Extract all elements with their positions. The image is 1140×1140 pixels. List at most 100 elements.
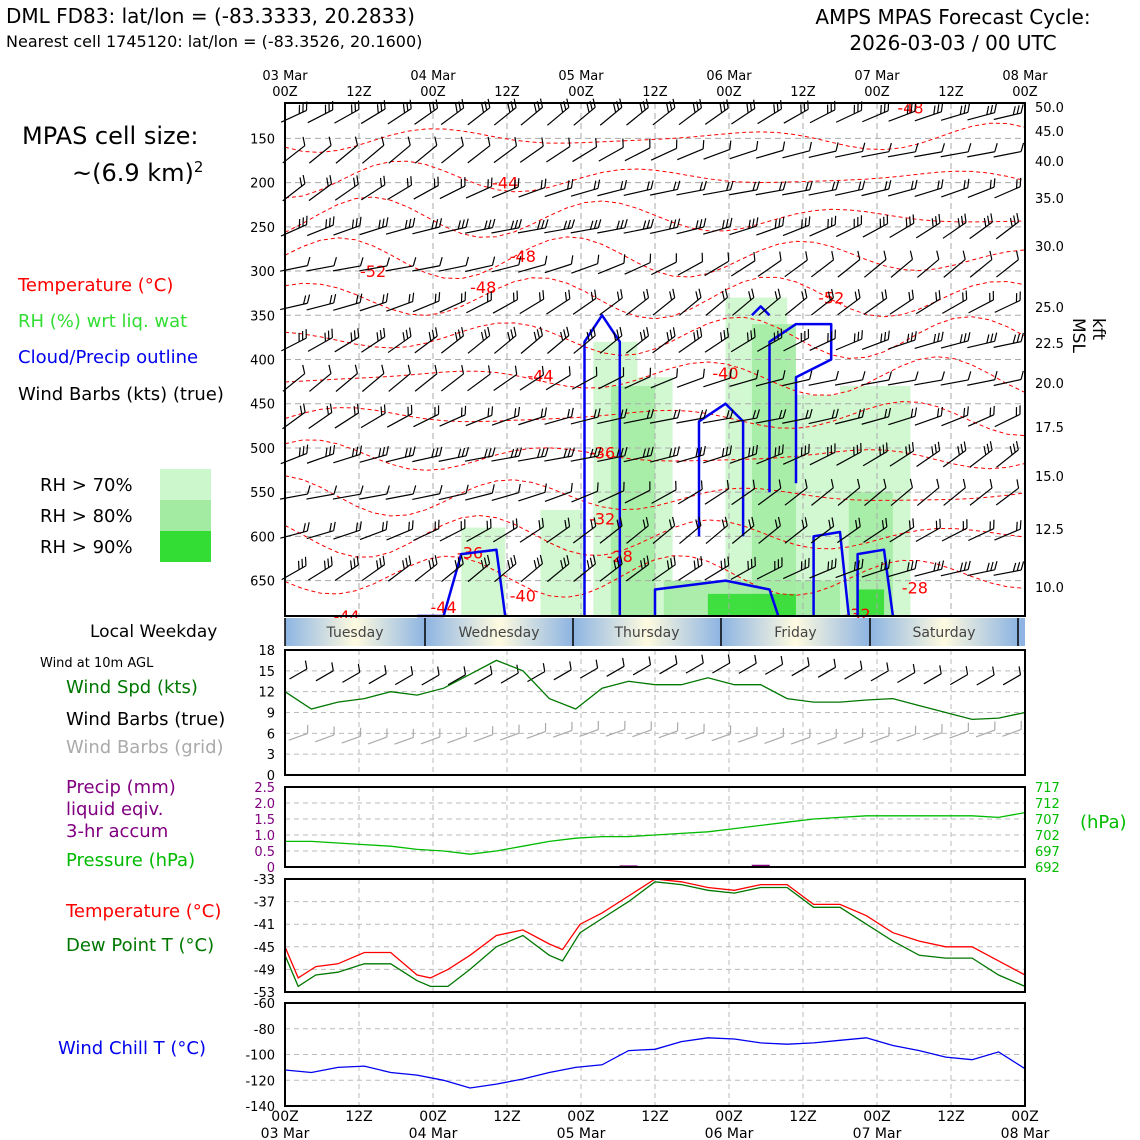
wind-barb	[996, 250, 1019, 278]
wind-barb	[782, 443, 810, 465]
legend-rh70: RH > 70%	[40, 475, 133, 496]
wind-barb	[388, 364, 411, 392]
wind10m-grid-barb	[1002, 720, 1022, 737]
wind-barb	[279, 256, 311, 272]
bottom-hour-label: 12Z	[937, 1109, 964, 1125]
wind-speed-line	[284, 659, 1026, 721]
wind-barb	[993, 370, 1024, 387]
cross-section-frame	[284, 102, 1026, 617]
pressure-tick-label: 550	[250, 486, 275, 501]
wind-barb	[491, 256, 522, 273]
wind-barb	[544, 219, 576, 234]
wind-barb	[572, 138, 598, 163]
wind-panel-frame	[284, 649, 1026, 776]
bottom-hour-label: 12Z	[345, 1109, 372, 1125]
legend-temperature: Temperature (°C)	[18, 275, 174, 296]
top-hour-label: 00Z	[272, 85, 298, 100]
wind-barb	[518, 255, 548, 273]
wind-barb	[438, 484, 469, 501]
wind-barb	[464, 447, 496, 462]
wind-barb	[837, 517, 861, 544]
pressure-tick-label: 450	[250, 398, 275, 413]
wind-barb	[651, 480, 677, 504]
wind-barb	[704, 252, 730, 277]
wind-barb	[677, 139, 705, 161]
wind-barb	[572, 517, 597, 544]
legend-wind-barbs-grid: Wind Barbs (grid)	[66, 737, 224, 758]
wind-barb	[545, 366, 571, 391]
wind-barb	[703, 140, 732, 160]
wind-barb	[967, 561, 998, 577]
dew-point-line	[284, 881, 1026, 988]
wind-barb	[676, 368, 705, 388]
wind-barb	[729, 409, 760, 424]
bottom-hour-label: 00Z	[419, 1109, 446, 1125]
wind-barb	[811, 288, 835, 316]
wind-barb	[835, 558, 864, 579]
wind-barb	[517, 447, 549, 462]
wind-barb	[335, 136, 359, 164]
wind-barb	[729, 369, 759, 387]
wind-barb	[307, 556, 333, 581]
wind-barb	[414, 364, 438, 392]
legend-rh90: RH > 90%	[40, 537, 133, 558]
wind-barb	[626, 516, 649, 544]
wind10m-barb	[368, 665, 387, 685]
wind-barb	[493, 365, 518, 391]
wind-barb	[493, 137, 518, 164]
wind-barb	[441, 555, 464, 582]
wind-tick-label: 3	[267, 748, 275, 763]
kft-tick-label: 50.0	[1035, 101, 1064, 116]
wind-barb	[491, 447, 523, 462]
wind-barb	[280, 294, 311, 311]
wind-barb	[306, 521, 336, 540]
wind-barb	[361, 327, 386, 353]
wind-barb	[916, 250, 940, 278]
cell-size-text: ~(6.9 km)	[72, 159, 194, 187]
wind-barb	[386, 520, 414, 541]
legend-dew-point: Dew Point T (°C)	[66, 935, 215, 956]
wind-barb	[359, 485, 390, 500]
wind-barb	[758, 288, 781, 316]
wind-barb	[282, 174, 306, 202]
pressure-tick-label: 697	[1035, 845, 1060, 860]
precip-tick-label: 1.5	[254, 813, 275, 828]
wind-barb	[544, 407, 574, 425]
wind-barb	[888, 179, 918, 197]
pressure-tick-label: 150	[250, 132, 275, 147]
wind-barb	[703, 217, 733, 235]
weekday-band	[1018, 618, 1025, 646]
wind-barb	[914, 143, 946, 158]
wind-barb	[967, 370, 998, 386]
wind10m-barb	[342, 663, 361, 683]
pressure-tick-label: 702	[1035, 829, 1060, 844]
wind-barb	[281, 556, 307, 581]
wind-barb	[439, 177, 466, 200]
legend-cloud: Cloud/Precip outline	[18, 347, 199, 368]
wind-barb	[837, 289, 861, 316]
wind-barb	[385, 485, 417, 500]
weekday-band	[721, 618, 870, 646]
top-date-label: 05 Mar	[558, 69, 604, 84]
wind-barb	[491, 483, 521, 502]
wind-barb	[650, 218, 681, 235]
pressure-tick-label: 400	[250, 354, 275, 369]
temp-tick-label: -49	[254, 963, 275, 978]
wind-barb	[703, 369, 732, 388]
wind-barb	[466, 518, 492, 542]
wind-barb	[888, 407, 918, 426]
wind-barb	[967, 405, 995, 427]
wind-barb	[836, 442, 862, 466]
wind-barb	[705, 288, 729, 316]
wind10m-grid-barb	[975, 721, 996, 738]
wind-barb	[544, 179, 574, 198]
wind-barb	[862, 442, 888, 467]
top-date-label: 08 Mar	[1002, 69, 1048, 84]
temp-tick-label: -37	[254, 896, 275, 911]
legend-rh70-swatch	[160, 469, 211, 500]
wind-barb	[597, 408, 628, 425]
wind-barb	[650, 446, 680, 463]
isotherm-label: -32	[589, 510, 615, 529]
bottom-hour-label: 00Z	[715, 1109, 742, 1125]
wind-barb	[678, 327, 703, 354]
